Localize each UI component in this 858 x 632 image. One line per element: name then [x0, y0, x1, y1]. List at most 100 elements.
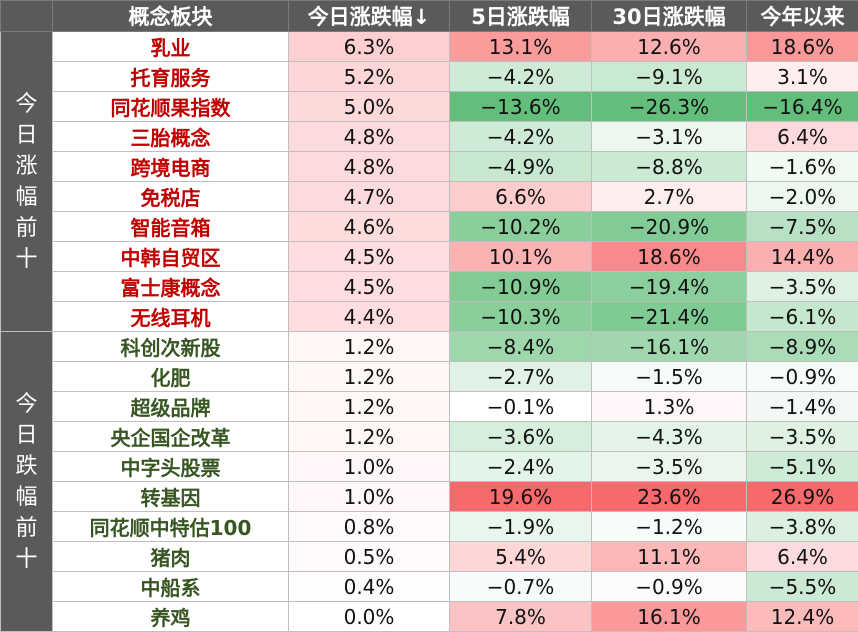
5day-change-cell: 10.1% — [450, 242, 592, 272]
header-5day-change[interactable]: 5日涨跌幅 — [450, 1, 592, 32]
5day-change-cell: −13.6% — [450, 92, 592, 122]
today-change-cell: 4.8% — [289, 152, 450, 182]
5day-change-cell: −2.7% — [450, 362, 592, 392]
5day-change-cell: −10.3% — [450, 302, 592, 332]
sector-name-cell[interactable]: 猪肉 — [53, 542, 289, 572]
today-change-cell: 0.8% — [289, 512, 450, 542]
today-change-cell: 5.0% — [289, 92, 450, 122]
today-change-cell: 4.8% — [289, 122, 450, 152]
5day-change-cell: −10.2% — [450, 212, 592, 242]
header-today-change[interactable]: 今日涨跌幅↓ — [289, 1, 450, 32]
sector-name-cell[interactable]: 中字头股票 — [53, 452, 289, 482]
sector-name-cell[interactable]: 无线耳机 — [53, 302, 289, 332]
sector-name-cell[interactable]: 乳业 — [53, 32, 289, 62]
ytd-change-cell: −5.5% — [747, 572, 858, 602]
5day-change-cell: −4.2% — [450, 62, 592, 92]
header-corner — [1, 1, 53, 32]
group-label-text: 今日涨幅前十 — [15, 89, 39, 275]
5day-change-cell: −4.2% — [450, 122, 592, 152]
30day-change-cell: −16.1% — [592, 332, 747, 362]
header-30day-change[interactable]: 30日涨跌幅 — [592, 1, 747, 32]
30day-change-cell: −26.3% — [592, 92, 747, 122]
5day-change-cell: −1.9% — [450, 512, 592, 542]
today-change-cell: 1.2% — [289, 422, 450, 452]
today-change-cell: 1.2% — [289, 362, 450, 392]
sector-name-cell[interactable]: 跨境电商 — [53, 152, 289, 182]
ytd-change-cell: 6.4% — [747, 542, 858, 572]
sector-name-cell[interactable]: 超级品牌 — [53, 392, 289, 422]
sector-name-cell[interactable]: 三胎概念 — [53, 122, 289, 152]
30day-change-cell: −3.5% — [592, 452, 747, 482]
30day-change-cell: 11.1% — [592, 542, 747, 572]
sector-name-cell[interactable]: 托育服务 — [53, 62, 289, 92]
ytd-change-cell: −8.9% — [747, 332, 858, 362]
30day-change-cell: −3.1% — [592, 122, 747, 152]
today-change-cell: 0.0% — [289, 602, 450, 632]
group-label-top-gainers: 今日涨幅前十 — [1, 32, 53, 332]
ytd-change-cell: 3.1% — [747, 62, 858, 92]
sector-name-cell[interactable]: 养鸡 — [53, 602, 289, 632]
sector-name-cell[interactable]: 化肥 — [53, 362, 289, 392]
30day-change-cell: 16.1% — [592, 602, 747, 632]
5day-change-cell: 19.6% — [450, 482, 592, 512]
ytd-change-cell: 12.4% — [747, 602, 858, 632]
ytd-change-cell: 6.4% — [747, 122, 858, 152]
30day-change-cell: −9.1% — [592, 62, 747, 92]
sector-name-cell[interactable]: 智能音箱 — [53, 212, 289, 242]
ytd-change-cell: 14.4% — [747, 242, 858, 272]
sector-name-cell[interactable]: 中船系 — [53, 572, 289, 602]
sector-name-cell[interactable]: 免税店 — [53, 182, 289, 212]
sector-name-cell[interactable]: 同花顺果指数 — [53, 92, 289, 122]
header-ytd-change[interactable]: 今年以来 — [747, 1, 858, 32]
5day-change-cell: 6.6% — [450, 182, 592, 212]
30day-change-cell: −4.3% — [592, 422, 747, 452]
sector-name-cell[interactable]: 转基因 — [53, 482, 289, 512]
sector-name-cell[interactable]: 科创次新股 — [53, 332, 289, 362]
sector-name-cell[interactable]: 富士康概念 — [53, 272, 289, 302]
ytd-change-cell: −5.1% — [747, 452, 858, 482]
today-change-cell: 6.3% — [289, 32, 450, 62]
ytd-change-cell: −1.4% — [747, 392, 858, 422]
30day-change-cell: −19.4% — [592, 272, 747, 302]
sector-name-cell[interactable]: 央企国企改革 — [53, 422, 289, 452]
sector-name-cell[interactable]: 同花顺中特估100 — [53, 512, 289, 542]
ytd-change-cell: −0.9% — [747, 362, 858, 392]
5day-change-cell: −8.4% — [450, 332, 592, 362]
5day-change-cell: −4.9% — [450, 152, 592, 182]
sector-name-cell[interactable]: 中韩自贸区 — [53, 242, 289, 272]
today-change-cell: 1.0% — [289, 482, 450, 512]
5day-change-cell: −0.1% — [450, 392, 592, 422]
5day-change-cell: −10.9% — [450, 272, 592, 302]
ytd-change-cell: −1.6% — [747, 152, 858, 182]
30day-change-cell: −1.5% — [592, 362, 747, 392]
5day-change-cell: 7.8% — [450, 602, 592, 632]
ytd-change-cell: 18.6% — [747, 32, 858, 62]
header-sector[interactable]: 概念板块 — [53, 1, 289, 32]
today-change-cell: 4.5% — [289, 242, 450, 272]
ytd-change-cell: 26.9% — [747, 482, 858, 512]
ytd-change-cell: −3.8% — [747, 512, 858, 542]
30day-change-cell: −0.9% — [592, 572, 747, 602]
today-change-cell: 4.7% — [289, 182, 450, 212]
ytd-change-cell: −2.0% — [747, 182, 858, 212]
today-change-cell: 0.4% — [289, 572, 450, 602]
group-label-top-losers: 今日跌幅前十 — [1, 332, 53, 632]
30day-change-cell: 1.3% — [592, 392, 747, 422]
